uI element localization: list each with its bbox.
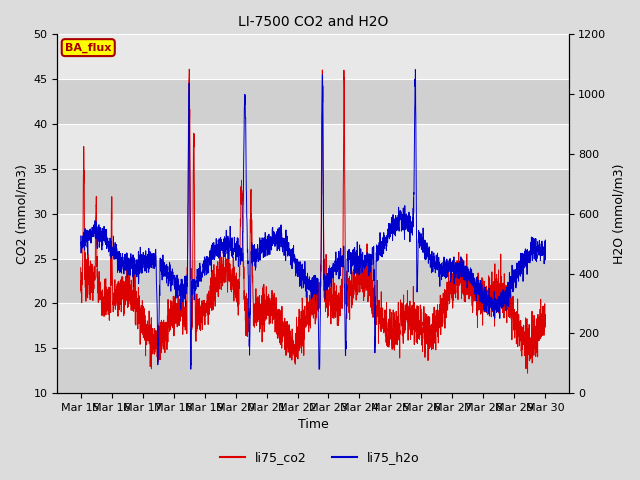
Bar [58,214,568,259]
Bar [58,259,568,303]
Bar [58,124,568,169]
Bar [58,348,568,393]
Bar [58,303,568,348]
Bar [58,35,568,79]
X-axis label: Time: Time [298,419,328,432]
Y-axis label: H2O (mmol/m3): H2O (mmol/m3) [612,164,625,264]
Text: BA_flux: BA_flux [65,42,111,53]
Y-axis label: CO2 (mmol/m3): CO2 (mmol/m3) [15,164,28,264]
Title: LI-7500 CO2 and H2O: LI-7500 CO2 and H2O [238,15,388,29]
Bar [58,79,568,124]
Bar [58,169,568,214]
Legend: li75_co2, li75_h2o: li75_co2, li75_h2o [215,446,425,469]
